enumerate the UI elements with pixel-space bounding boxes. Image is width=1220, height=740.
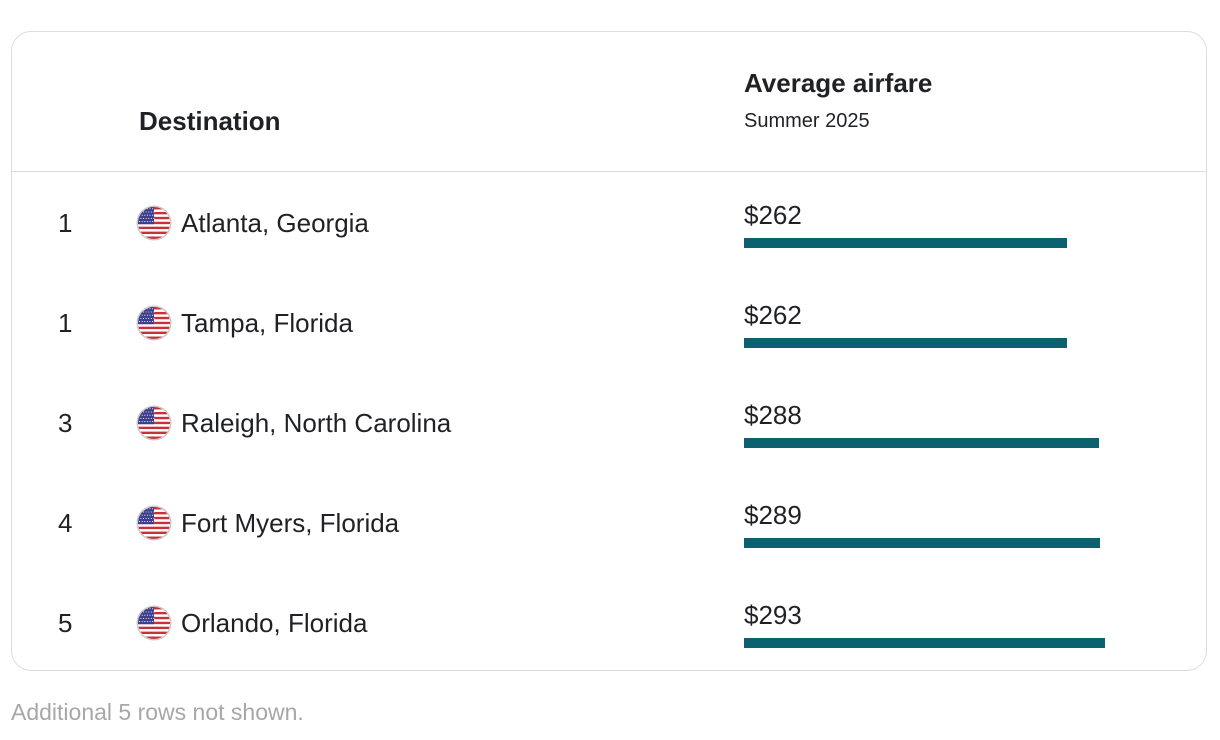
airfare-price: $289 — [744, 500, 802, 530]
airfare-bar — [744, 538, 1101, 548]
destination-name: Orlando, Florida — [181, 608, 368, 638]
airfare-column-subtitle: Summer 2025 — [744, 110, 870, 132]
table-row: 1 Atlanta, Georgia $262 — [12, 172, 1206, 272]
rank: 1 — [58, 208, 73, 238]
airfare-column-header: Average airfare — [744, 68, 933, 98]
airfare-price: $262 — [744, 300, 802, 330]
table-row: 1 Tampa, Florida $262 — [12, 272, 1206, 372]
us-flag-icon — [138, 207, 170, 239]
table-row: 5 Orlando, Florida $293 — [12, 572, 1206, 670]
table-row: 4 Fort Myers, Florida $289 — [12, 472, 1206, 572]
us-flag-icon — [138, 607, 170, 639]
airfare-bar — [744, 338, 1068, 348]
us-flag-icon — [138, 307, 170, 339]
table-row: 3 Raleigh, North Carolina $288 — [12, 372, 1206, 472]
destination-name: Raleigh, North Carolina — [181, 408, 452, 438]
rank: 1 — [58, 308, 73, 338]
airfare-price: $288 — [744, 400, 802, 430]
destination-name: Atlanta, Georgia — [181, 208, 369, 238]
us-flag-icon — [138, 507, 170, 539]
destination-name: Fort Myers, Florida — [181, 508, 400, 538]
us-flag-icon — [138, 407, 170, 439]
table-header: Destination Average airfare Summer 2025 — [12, 32, 1206, 172]
airfare-price: $262 — [744, 200, 802, 230]
rank: 3 — [58, 408, 73, 438]
airfare-bar — [744, 438, 1100, 448]
destination-column-header: Destination — [139, 106, 281, 136]
destination-name: Tampa, Florida — [181, 308, 353, 338]
airfare-table-card: Destination Average airfare Summer 2025 … — [11, 31, 1207, 671]
rank: 5 — [58, 608, 73, 638]
airfare-bar — [744, 238, 1068, 248]
rank: 4 — [58, 508, 73, 538]
rows-not-shown-note: Additional 5 rows not shown. — [11, 699, 304, 725]
airfare-bar — [744, 638, 1106, 648]
airfare-price: $293 — [744, 600, 802, 630]
